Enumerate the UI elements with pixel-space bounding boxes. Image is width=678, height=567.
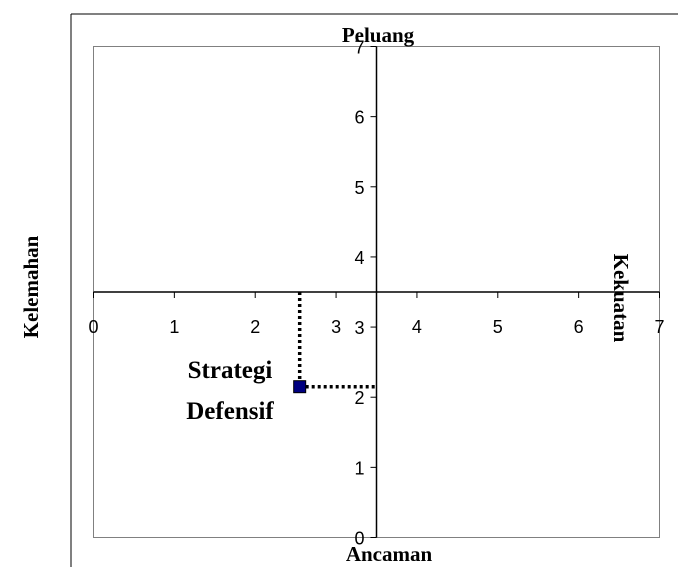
strategy-annotation-line-2: Defensif <box>186 398 274 425</box>
y-tick-label: 0 <box>354 529 364 549</box>
x-tick-label: 3 <box>331 317 341 337</box>
bottom-label: Ancaman <box>346 542 433 566</box>
x-tick-label: 0 <box>88 317 98 337</box>
x-axis-ticks: 0 1 2 3 4 5 6 7 <box>88 292 665 337</box>
top-label: Peluang <box>342 23 415 47</box>
left-label: Kelemahan <box>19 235 43 338</box>
y-tick-label: 6 <box>354 108 364 128</box>
y-tick-label: 2 <box>354 388 364 408</box>
y-tick-label: 7 <box>354 38 364 58</box>
y-axis-ticks: 0 1 2 3 4 5 6 7 <box>354 38 377 549</box>
x-tick-label: 5 <box>493 317 503 337</box>
y-tick-label: 3 <box>354 318 364 338</box>
x-tick-label: 2 <box>250 317 260 337</box>
x-tick-label: 4 <box>412 317 422 337</box>
x-tick-label: 1 <box>169 317 179 337</box>
data-point-marker <box>293 380 307 394</box>
x-tick-label: 7 <box>654 317 664 337</box>
y-tick-label: 5 <box>354 178 364 198</box>
y-tick-label: 4 <box>354 248 364 268</box>
x-tick-label: 6 <box>574 317 584 337</box>
data-points <box>293 380 307 394</box>
strategy-annotation-line-1: Strategi <box>188 357 273 384</box>
y-tick-label: 1 <box>354 458 364 478</box>
right-label: Kekuatan <box>609 254 633 343</box>
